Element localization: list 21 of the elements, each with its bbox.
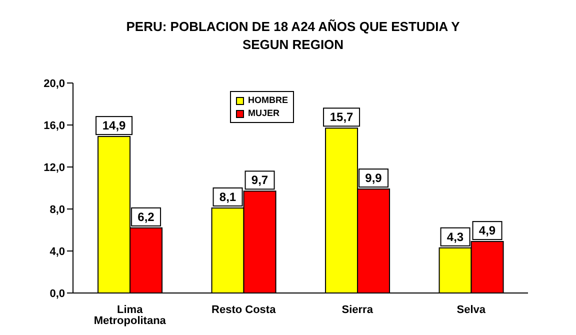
data-label: 9,7 (251, 173, 268, 188)
data-label: 14,9 (102, 118, 126, 133)
data-label: 9,9 (365, 171, 382, 186)
y-tick-label: 20,0 (44, 78, 65, 90)
legend-label: MUJER (248, 107, 280, 120)
data-label: 6,2 (138, 210, 155, 224)
legend-label: HOMBRE (248, 94, 288, 107)
data-label: 15,7 (330, 110, 354, 124)
data-label: 4,3 (446, 230, 464, 244)
chart-title: PERU: POBLACION DE 18 A24 AÑOS QUE ESTUDIA Y SEGUN REGION (125, 18, 461, 54)
y-tick-label: 12,0 (44, 162, 65, 174)
x-tick-label: Lima Metropolitana (94, 304, 167, 327)
y-tick-label: 0,0 (50, 288, 65, 300)
y-tick-label: 8,0 (50, 204, 65, 216)
x-tick-label: Sierra (342, 304, 374, 316)
y-tick-label: 16,0 (44, 120, 65, 132)
data-label: 8,1 (219, 190, 236, 204)
x-tick-label: Selva (456, 304, 486, 316)
x-tick-label: Resto Costa (212, 304, 277, 316)
data-label: 4,9 (478, 224, 496, 238)
y-tick-label: 4,0 (50, 246, 65, 258)
